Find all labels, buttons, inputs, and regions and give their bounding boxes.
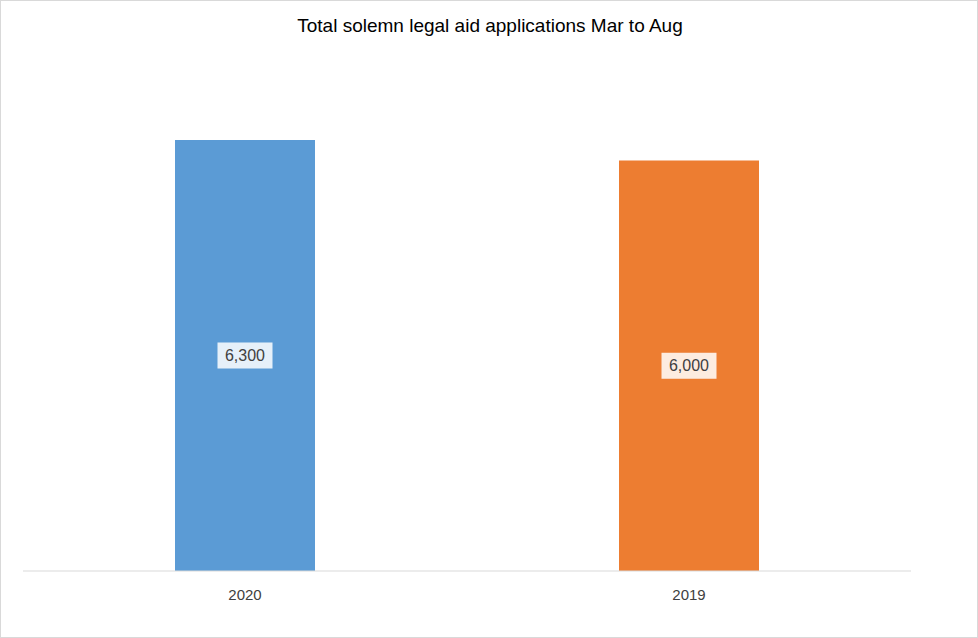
svg-text:6,300: 6,300 xyxy=(225,347,265,364)
svg-text:6,000: 6,000 xyxy=(669,357,709,374)
svg-text:2020: 2020 xyxy=(228,586,261,603)
html-text:Total solemn legal aid applica: Total solemn legal aid applications Mar … xyxy=(297,15,683,36)
svg-text:2019: 2019 xyxy=(672,586,705,603)
